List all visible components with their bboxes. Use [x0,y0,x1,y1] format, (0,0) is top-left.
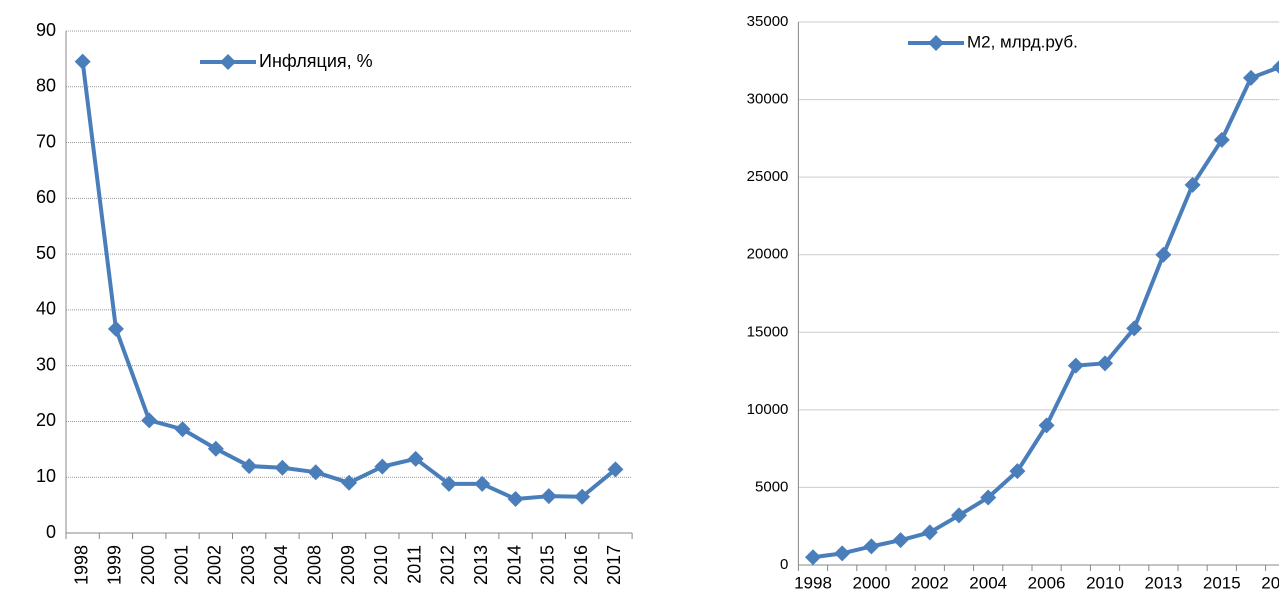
marker [174,421,191,438]
x-tick-label: 2011 [404,545,424,584]
marker [1009,463,1026,480]
marker [1067,357,1084,374]
x-tick-label: 2002 [205,545,225,585]
y-tick-label: 15000 [747,323,789,340]
y-tick-label: 25000 [747,168,789,185]
marker [834,545,851,562]
marker [607,461,624,478]
y-tick-label: 0 [46,522,56,542]
marker [1272,60,1279,74]
marker [307,464,324,481]
x-tick-label: 2004 [969,573,1007,592]
y-tick-label: 20000 [747,246,789,263]
y-tick-label: 90 [36,20,56,40]
marker [141,412,158,429]
y-tick-label: 30 [36,354,56,374]
legend-label: М2, млрд.руб. [967,32,1078,51]
marker [440,475,457,492]
x-tick-label: 2000 [852,573,890,592]
marker [474,475,491,492]
marker [274,459,291,476]
marker [1038,417,1055,434]
marker [892,532,909,549]
x-tick-label: 2004 [271,545,291,585]
legend-label: Инфляция, % [259,51,373,71]
y-tick-label: 80 [36,76,56,96]
marker [805,549,821,566]
marker [574,488,591,505]
marker [374,458,391,475]
marker [1213,131,1230,148]
marker [1155,246,1172,263]
legend-marker [928,35,944,51]
legend-marker [220,54,236,70]
marker [1097,355,1113,372]
x-tick-label: 2010 [371,545,391,585]
y-tick-label: 10000 [747,401,789,418]
x-tick-label: 2003 [238,545,258,585]
marker [507,490,524,507]
line [812,65,1279,560]
y-tick-label: 70 [36,131,56,151]
marker [207,440,224,457]
x-tick-label: 2006 [1028,573,1066,592]
x-tick-label: 2009 [338,545,358,585]
x-tick-label: 2010 [1086,573,1124,592]
x-tick-label: 2001 [171,545,191,585]
marker [980,489,997,506]
y-tick-label: 30000 [747,91,789,108]
marker [1126,320,1143,337]
marker [921,524,938,541]
y-tick-label: 60 [36,187,56,207]
x-tick-label: 2000 [138,545,158,585]
marker [1243,69,1259,86]
x-tick-label: 2015 [1203,573,1241,592]
y-tick-label: 10 [36,466,56,486]
x-tick-label: 2014 [504,545,524,585]
x-tick-label: 2017 [604,545,624,585]
marker [951,507,967,524]
marker [341,474,358,491]
marker [540,488,557,505]
marker [107,320,124,337]
marker [241,458,258,475]
x-tick-label: 2008 [305,545,325,585]
y-tick-label: 40 [36,299,56,319]
marker [407,450,424,467]
x-tick-label: 2017 [1261,573,1279,592]
y-tick-label: 0 [780,556,788,573]
y-tick-label: 20 [36,410,56,430]
x-tick-label: 2013 [1144,573,1182,592]
x-tick-label: 2012 [438,545,458,585]
x-tick-label: 1999 [105,545,125,585]
x-tick-label: 2015 [538,545,558,585]
x-tick-label: 2013 [471,545,491,585]
x-tick-label: 2002 [911,573,949,592]
marker [1184,176,1201,193]
marker [863,538,880,555]
x-tick-label: 1998 [794,573,832,592]
x-tick-label: 1998 [71,545,91,585]
line [80,61,617,501]
marker [74,53,91,70]
y-tick-label: 50 [36,243,56,263]
y-tick-label: 35000 [747,13,789,30]
x-tick-label: 2016 [571,545,591,585]
y-tick-label: 5000 [755,478,788,495]
